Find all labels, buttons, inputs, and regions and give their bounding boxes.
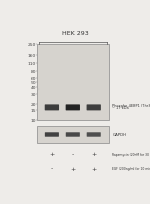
Text: 50: 50 <box>30 81 36 85</box>
Text: +: + <box>91 166 96 171</box>
Text: -: - <box>51 166 53 171</box>
Text: +: + <box>49 152 54 156</box>
Bar <box>37 45 110 120</box>
Text: ~ 17 kDa: ~ 17 kDa <box>112 105 129 109</box>
FancyBboxPatch shape <box>45 133 59 137</box>
Text: Phospho-4EBP1 (Thr37, Thr46): Phospho-4EBP1 (Thr37, Thr46) <box>112 103 150 107</box>
FancyBboxPatch shape <box>87 105 101 111</box>
Text: 15: 15 <box>30 109 36 113</box>
Text: 60: 60 <box>30 76 36 80</box>
FancyBboxPatch shape <box>66 133 80 137</box>
Text: 250: 250 <box>27 43 36 47</box>
Text: +: + <box>91 152 96 156</box>
Text: 10: 10 <box>30 118 36 122</box>
Text: 110: 110 <box>28 62 36 66</box>
Text: EGF (200ng/ml for 10 min): EGF (200ng/ml for 10 min) <box>112 166 150 170</box>
Text: 40: 40 <box>30 86 36 90</box>
Text: -: - <box>72 152 74 156</box>
Text: +: + <box>70 166 75 171</box>
FancyBboxPatch shape <box>66 105 80 111</box>
Text: 20: 20 <box>30 102 36 106</box>
FancyBboxPatch shape <box>87 133 101 137</box>
Text: GAPDH: GAPDH <box>112 133 126 137</box>
Bar <box>37 126 110 143</box>
Text: *: * <box>37 87 40 92</box>
Text: Rapamycin (20nM for 30 min): Rapamycin (20nM for 30 min) <box>112 152 150 156</box>
FancyBboxPatch shape <box>45 105 59 111</box>
Text: 30: 30 <box>30 93 36 96</box>
Text: 80: 80 <box>30 70 36 74</box>
Text: 160: 160 <box>28 53 36 57</box>
Text: HEK 293: HEK 293 <box>62 31 89 36</box>
